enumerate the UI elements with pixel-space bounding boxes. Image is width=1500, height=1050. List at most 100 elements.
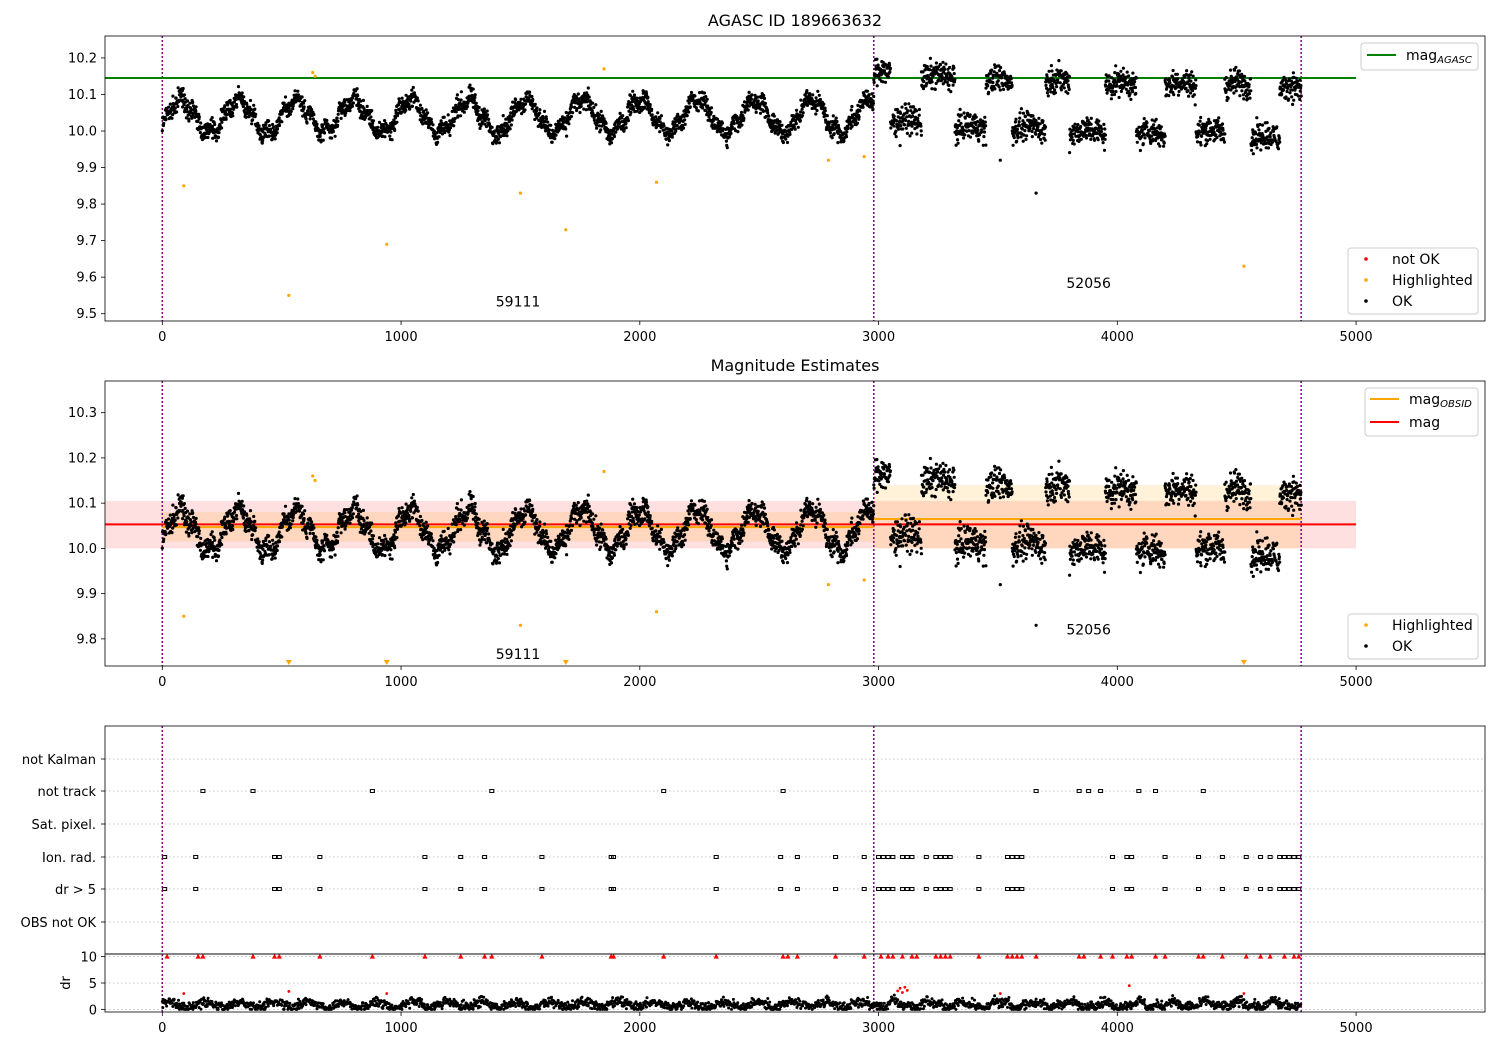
ok-point xyxy=(694,106,698,110)
ok-point xyxy=(235,105,239,109)
ok-point xyxy=(780,123,784,127)
ok-point xyxy=(756,99,760,103)
ok-point xyxy=(224,532,228,536)
ok-point xyxy=(362,106,366,111)
ok-point xyxy=(176,493,180,497)
ok-point xyxy=(1200,134,1204,138)
ok-point xyxy=(408,106,412,110)
ok-point xyxy=(910,131,914,135)
legend-upper: magAGASC xyxy=(1360,42,1479,71)
ok-point xyxy=(709,110,713,115)
ok-point xyxy=(928,56,933,61)
ok-point xyxy=(1055,85,1059,89)
ok-point xyxy=(1062,86,1066,90)
ok-point xyxy=(336,112,340,116)
ok-point xyxy=(167,105,171,109)
ok-point xyxy=(1019,135,1023,139)
ok-point xyxy=(224,117,228,121)
ok-point xyxy=(681,126,686,130)
ok-point xyxy=(533,102,537,106)
ok-point xyxy=(395,536,399,540)
ok-point xyxy=(1175,72,1179,76)
ok-point xyxy=(355,87,359,91)
ok-point xyxy=(275,544,280,548)
ok-point xyxy=(504,117,508,121)
ok-point xyxy=(1176,93,1181,97)
ok-point xyxy=(182,93,186,97)
ok-point xyxy=(377,120,382,124)
ok-point xyxy=(1079,124,1083,129)
ok-point xyxy=(415,96,419,100)
ok-point xyxy=(1257,128,1261,132)
ok-point xyxy=(957,119,961,123)
chart-title: Magnitude Estimates xyxy=(711,356,880,375)
ok-point xyxy=(595,126,599,130)
ok-point xyxy=(703,108,708,113)
highlighted-point xyxy=(518,191,523,195)
ok-point xyxy=(762,96,767,101)
ok-point xyxy=(986,84,990,88)
ok-point xyxy=(788,132,792,136)
ok-point xyxy=(1186,89,1190,93)
ok-point xyxy=(1017,120,1021,124)
ok-point xyxy=(534,109,539,113)
ok-point xyxy=(1010,83,1014,87)
ok-point xyxy=(904,118,908,123)
ok-point xyxy=(729,131,733,135)
ok-point xyxy=(270,557,274,561)
ok-point xyxy=(1265,121,1269,125)
ok-point xyxy=(740,110,744,114)
ok-point xyxy=(371,119,376,123)
ok-point xyxy=(544,117,549,121)
ok-point xyxy=(1237,69,1241,73)
ok-point xyxy=(1159,125,1163,129)
ok-point xyxy=(872,80,876,84)
ok-point xyxy=(397,506,401,511)
ok-point xyxy=(646,95,650,99)
ok-point xyxy=(185,509,190,513)
ok-point xyxy=(1134,91,1138,96)
ok-point xyxy=(191,100,195,104)
ok-point xyxy=(371,121,375,125)
ok-point xyxy=(350,506,354,510)
highlighted-point xyxy=(826,158,831,162)
ok-point xyxy=(369,115,373,119)
ok-point xyxy=(1044,83,1048,87)
ok-point xyxy=(304,117,308,121)
ok-point xyxy=(724,139,729,143)
ok-point xyxy=(176,86,180,90)
ok-point xyxy=(592,105,596,109)
ok-point xyxy=(1247,92,1251,96)
ok-point xyxy=(437,135,441,139)
ok-point xyxy=(1097,119,1101,123)
ok-point xyxy=(1112,92,1117,97)
ok-point xyxy=(693,94,697,98)
ok-point xyxy=(257,124,261,128)
ok-point xyxy=(282,512,286,516)
ok-point xyxy=(339,531,343,535)
ok-point xyxy=(1234,65,1238,69)
ok-point xyxy=(245,102,249,106)
ok-point xyxy=(232,510,237,514)
ok-point xyxy=(194,109,198,113)
ok-point xyxy=(902,123,907,127)
ok-point xyxy=(304,531,308,536)
ok-point xyxy=(903,102,908,106)
ok-point xyxy=(643,105,647,109)
ok-point xyxy=(446,123,451,127)
ok-point xyxy=(497,141,502,145)
ok-point xyxy=(754,110,758,114)
ok-point xyxy=(453,116,457,121)
ok-point xyxy=(894,135,898,139)
ok-point xyxy=(948,65,952,70)
ok-point xyxy=(210,124,214,128)
ok-point xyxy=(330,136,334,140)
ok-point xyxy=(189,523,193,528)
ok-point xyxy=(280,524,284,528)
legend-marker xyxy=(1364,257,1368,261)
ok-point xyxy=(1205,142,1209,146)
ok-point xyxy=(772,114,776,118)
ok-point xyxy=(210,541,214,545)
ok-point xyxy=(1208,121,1212,125)
ok-point xyxy=(705,97,709,101)
